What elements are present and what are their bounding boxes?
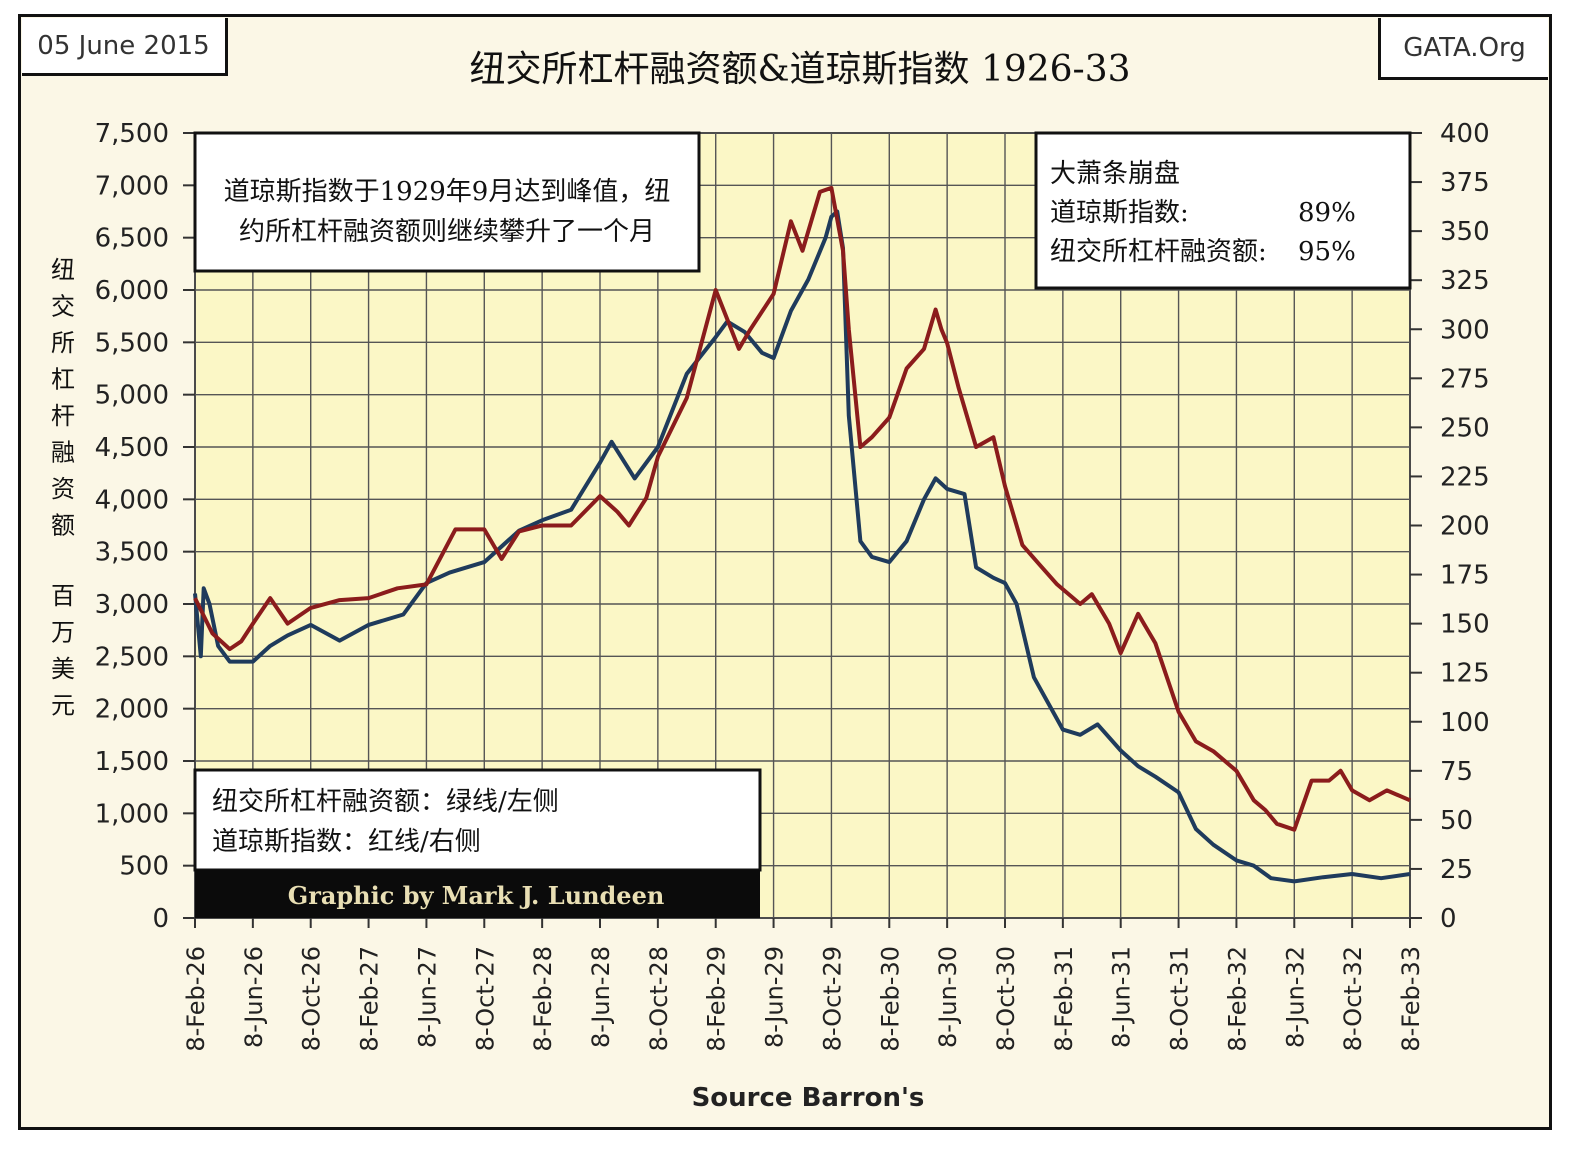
x-tick-label: 8-Oct-29 (818, 946, 846, 1051)
left-tick-label: 7,500 (95, 119, 169, 149)
left-axis-label-char: 百 (51, 582, 75, 610)
left-tick-label: 3,500 (95, 538, 169, 568)
legend-margin-item: 纽交所杠杆融资额：绿线/左侧 (212, 787, 559, 817)
right-tick-label: 75 (1440, 757, 1473, 787)
x-tick-label: 8-Oct-28 (645, 946, 673, 1051)
right-tick-label: 250 (1440, 413, 1490, 443)
x-tick-label: 8-Feb-28 (529, 946, 557, 1052)
x-tick-label: 8-Jun-26 (240, 946, 268, 1048)
left-tick-label: 7,000 (95, 171, 169, 201)
credit-text: Graphic by Mark J. Lundeen (288, 881, 665, 910)
peak-note-box (193, 131, 701, 273)
x-tick-label: 8-Jun-30 (934, 946, 962, 1048)
x-tick-label: 8-Feb-33 (1397, 946, 1425, 1052)
left-axis-label-char: 美 (51, 655, 75, 683)
right-tick-label: 0 (1440, 904, 1457, 934)
x-tick-label: 8-Jun-32 (1281, 946, 1309, 1048)
x-tick-label: 8-Feb-29 (703, 946, 731, 1052)
x-tick-label: 8-Jun-27 (413, 946, 441, 1048)
series-lines (193, 185, 1411, 884)
crash-stats-box (1034, 131, 1412, 290)
right-axis-ticks: 0 25 50 75 100 125 150 175 200 225 250 275 300 325 350… (1410, 119, 1490, 934)
x-tick-label: 8-Feb-32 (1223, 946, 1251, 1052)
x-tick-label: 8-Oct-26 (298, 946, 326, 1051)
right-tick-label: 400 (1440, 119, 1490, 149)
x-axis-label: Source Barron's (692, 1083, 925, 1113)
x-tick-label: 8-Oct-27 (471, 946, 499, 1051)
left-tick-label: 4,000 (95, 485, 169, 515)
x-axis-ticks: 8-Feb-26 8-Jun-26 8-Oct-26 8-Feb-27 8-Jun-27… (182, 918, 1425, 1052)
credit-bar (195, 870, 760, 918)
left-tick-label: 1,500 (95, 747, 169, 777)
left-axis-label-char: 额 (51, 512, 75, 540)
left-axis-ticks: 0 500 1,000 1,500 2,000 2,500 3,000 3,500 4,000 4… (95, 119, 195, 934)
source-label: GATA.Org (1378, 18, 1548, 80)
right-tick-label: 275 (1440, 364, 1490, 394)
left-tick-label: 5,000 (95, 381, 169, 411)
peak-note-line-1: 道琼斯指数于1929年9月达到峰值，纽 (224, 177, 671, 207)
right-tick-label: 100 (1440, 708, 1490, 738)
x-tick-label: 8-Feb-27 (356, 946, 384, 1052)
legend-box (193, 768, 762, 872)
date-label: 05 June 2015 (22, 18, 228, 76)
x-tick-label: 8-Jun-31 (1108, 946, 1136, 1048)
x-tick-label: 8-Feb-26 (182, 946, 210, 1052)
crash-title: 大萧条崩盘 (1050, 159, 1180, 189)
left-axis-label-char: 纽 (51, 256, 75, 284)
left-axis-label-char: 万 (51, 619, 75, 647)
right-tick-label: 125 (1440, 659, 1490, 689)
right-tick-label: 50 (1440, 806, 1473, 836)
x-tick-label: 8-Feb-30 (876, 946, 904, 1052)
left-axis-label-char: 元 (51, 692, 75, 720)
left-tick-label: 3,000 (95, 590, 169, 620)
right-tick-label: 350 (1440, 217, 1490, 247)
crash-djia-value: 89% (1298, 198, 1356, 228)
peak-note-line-2: 约所杠杆融资额则继续攀升了一个月 (239, 217, 655, 247)
x-tick-label: 8-Oct-32 (1339, 946, 1367, 1051)
left-axis-label-char: 杆 (51, 402, 75, 430)
right-tick-label: 375 (1440, 168, 1490, 198)
right-tick-label: 25 (1440, 855, 1473, 885)
x-tick-label: 8-Feb-31 (1050, 946, 1078, 1052)
right-tick-label: 175 (1440, 561, 1490, 591)
left-tick-label: 2,500 (95, 642, 169, 672)
left-axis-label-char: 杠 (51, 366, 75, 394)
left-tick-label: 5,500 (95, 328, 169, 358)
left-tick-label: 6,500 (95, 224, 169, 254)
left-axis-label-char: 交 (51, 293, 75, 321)
right-tick-label: 200 (1440, 512, 1490, 542)
crash-margin-value: 95% (1298, 237, 1356, 267)
chart-title: 纽交所杠杆融资额&道琼斯指数 1926-33 (469, 49, 1131, 90)
left-axis-label-char: 融 (51, 439, 75, 467)
left-tick-label: 1,000 (95, 799, 169, 829)
x-tick-label: 8-Jun-28 (587, 946, 615, 1048)
djia-line (193, 185, 1411, 832)
right-tick-label: 325 (1440, 266, 1490, 296)
crash-margin-label: 纽交所杠杆融资额: (1050, 237, 1267, 267)
right-tick-label: 225 (1440, 462, 1490, 492)
left-tick-label: 2,000 (95, 695, 169, 725)
x-tick-label: 8-Jun-29 (761, 946, 789, 1048)
left-axis-label-char: 资 (51, 475, 75, 503)
left-tick-label: 500 (119, 852, 169, 882)
left-tick-label: 6,000 (95, 276, 169, 306)
legend-djia-item: 道琼斯指数：红线/右侧 (212, 827, 481, 857)
left-tick-label: 4,500 (95, 433, 169, 463)
right-tick-label: 150 (1440, 610, 1490, 640)
right-tick-label: 300 (1440, 315, 1490, 345)
x-tick-label: 8-Oct-30 (992, 946, 1020, 1051)
left-tick-label: 0 (152, 904, 169, 934)
crash-djia-label: 道琼斯指数: (1050, 198, 1189, 228)
x-tick-label: 8-Oct-31 (1166, 946, 1194, 1051)
left-axis-label-char: 所 (51, 329, 75, 357)
